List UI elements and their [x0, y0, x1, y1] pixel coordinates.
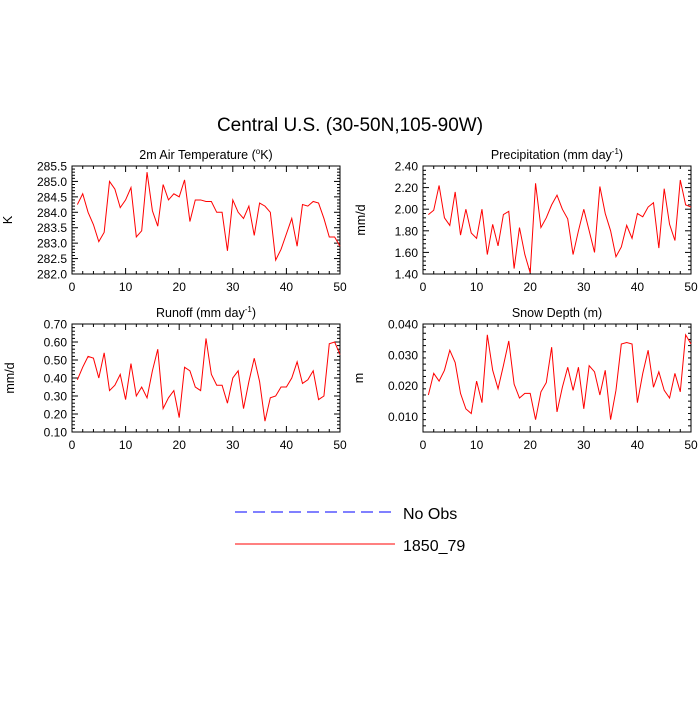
- panel-4-x-tick-label: 0: [420, 438, 427, 452]
- panel-4-series-1850-79: [427, 333, 692, 420]
- panel-1-y-tick-label: 284.5: [37, 190, 67, 204]
- panel-1-y-tick-label: 285.5: [37, 160, 67, 174]
- panel-2-x-tick-label: 50: [684, 280, 698, 294]
- panel-2-y-tick-label: 1.60: [395, 246, 419, 260]
- legend-model-label: 1850_79: [403, 538, 465, 555]
- panel-3-x-tick-label: 10: [119, 438, 133, 452]
- panel-3-y-tick-label: 0.60: [44, 336, 68, 350]
- panel-4-y-tick-label: 0.030: [388, 348, 418, 362]
- figure-title: Central U.S. (30-50N,105-90W): [217, 115, 483, 136]
- panel-3-series-1850-79: [76, 338, 341, 422]
- panel-3-x-tick-label: 0: [69, 438, 76, 452]
- panel-1-x-tick-label: 30: [226, 280, 240, 294]
- panel-3-y-tick-label: 0.20: [44, 408, 68, 422]
- panel-2-y-tick-label: 2.20: [395, 181, 419, 195]
- panel-4-y-tick-label: 0.010: [388, 410, 418, 424]
- panel-1-x-tick-label: 50: [333, 280, 347, 294]
- panel-1-y-label: K: [1, 215, 15, 224]
- panel-2-x-tick-label: 10: [470, 280, 484, 294]
- panel-1-x-tick-label: 0: [69, 280, 76, 294]
- panel-4-title: Snow Depth (m): [512, 306, 602, 320]
- panel-3-x-tick-label: 50: [333, 438, 347, 452]
- panel-1-y-tick-label: 282.0: [37, 268, 67, 282]
- panel-3-x-tick-label: 20: [173, 438, 187, 452]
- panel-precipitation-mm-day: Precipitation (mm day-1) mm/d 0 10 20 30 40 50 1…: [354, 147, 698, 294]
- panel-1-frame: [71, 165, 341, 275]
- panel-1-y-tick-label: 285.0: [37, 175, 67, 189]
- panel-3-y-tick-label: 0.70: [44, 318, 68, 332]
- panel-2-title: Precipitation (mm day-1): [491, 147, 623, 162]
- panel-4-x-tick-label: 20: [524, 438, 538, 452]
- panel-3-y-tick-label: 0.40: [44, 372, 68, 386]
- panel-2-y-tick-label: 2.00: [395, 203, 419, 217]
- legend-obs-label: No Obs: [403, 506, 457, 523]
- panel-1-x-tick-label: 40: [280, 280, 294, 294]
- panel-1-y-tick-label: 283.0: [37, 237, 67, 251]
- panel-2-x-tick-label: 0: [420, 280, 427, 294]
- panel-3-y-tick-label: 0.50: [44, 354, 68, 368]
- panel-3-y-label: mm/d: [3, 362, 17, 393]
- panel-2-y-tick-label: 1.40: [395, 268, 419, 282]
- panel-1-x-tick-label: 20: [173, 280, 187, 294]
- panel-1-title: 2m Air Temperature (oK): [139, 147, 272, 162]
- legend: No Obs 1850_79: [235, 506, 465, 555]
- panel-3-title: Runoff (mm day-1): [156, 305, 256, 320]
- panel-4-y-label: m: [352, 373, 366, 383]
- panel-2-y-tick-label: 2.40: [395, 160, 419, 174]
- chart-panels: 2m Air Temperature (oK) K 0 10 20 30 40 50 282.0…: [1, 147, 698, 452]
- panel-2-series-1850-79: [428, 179, 692, 274]
- panel-1-y-tick-label: 282.5: [37, 252, 67, 266]
- panel-2-frame: [422, 165, 692, 275]
- panel-4-y-tick-label: 0.040: [388, 318, 418, 332]
- panel-runoff-mm-day: Runoff (mm day-1) mm/d 0 10 20 30 40 50 0.10 0.20…: [3, 305, 347, 452]
- panel-2m-air-temperature: 2m Air Temperature (oK) K 0 10 20 30 40 50 282.0…: [1, 147, 347, 294]
- panel-3-x-tick-label: 30: [226, 438, 240, 452]
- panel-1-x-tick-label: 10: [119, 280, 133, 294]
- panel-1-y-tick-label: 284.0: [37, 206, 67, 220]
- panel-4-y-tick-label: 0.020: [388, 379, 418, 393]
- panel-4-x-tick-label: 50: [684, 438, 698, 452]
- panel-2-x-tick-label: 20: [524, 280, 538, 294]
- panel-2-x-tick-label: 40: [631, 280, 645, 294]
- panel-3-y-tick-label: 0.10: [44, 426, 68, 440]
- panel-snow-depth-m: Snow Depth (m) m 0 10 20 30 40 50 0.010 0.020 0.03…: [352, 306, 698, 452]
- panel-3-x-tick-label: 40: [280, 438, 294, 452]
- panel-4-x-tick-label: 40: [631, 438, 645, 452]
- panel-4-x-tick-label: 30: [577, 438, 591, 452]
- panel-4-frame: [422, 323, 692, 433]
- panel-2-x-tick-label: 30: [577, 280, 591, 294]
- panel-1-series-1850-79: [76, 172, 341, 262]
- panel-2-y-tick-label: 1.80: [395, 224, 419, 238]
- panel-2-y-label: mm/d: [354, 204, 368, 235]
- panel-4-x-tick-label: 10: [470, 438, 484, 452]
- panel-1-y-tick-label: 283.5: [37, 221, 67, 235]
- panel-3-y-tick-label: 0.30: [44, 390, 68, 404]
